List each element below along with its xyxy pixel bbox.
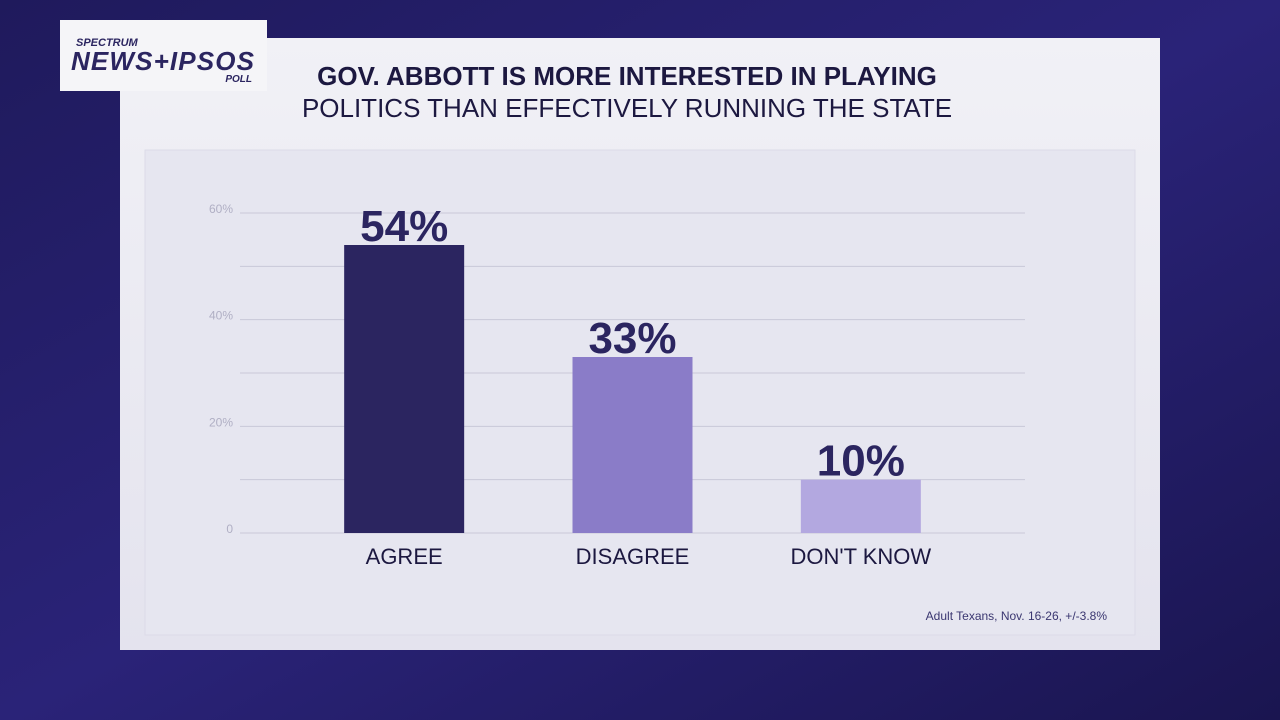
- y-tick-label: 0: [226, 522, 233, 536]
- chart-title: GOV. ABBOTT IS MORE INTERESTED IN PLAYIN…: [317, 61, 937, 91]
- chart-subtitle: POLITICS THAN EFFECTIVELY RUNNING THE ST…: [302, 93, 952, 123]
- source-note: Adult Texans, Nov. 16-26, +/-3.8%: [926, 609, 1108, 623]
- value-label: 33%: [588, 314, 676, 363]
- value-label: 10%: [817, 437, 905, 486]
- bar: [800, 479, 921, 533]
- bar: [572, 357, 693, 533]
- y-tick-label: 60%: [209, 202, 233, 216]
- x-tick-label: DON'T KNOW: [790, 544, 931, 569]
- x-tick-label: DISAGREE: [576, 544, 690, 569]
- logo-top: SPECTRUM: [76, 37, 139, 49]
- logo-sub: POLL: [225, 74, 252, 85]
- bar: [344, 245, 465, 533]
- logo-main: NEWS+IPSOS: [71, 46, 255, 76]
- y-tick-label: 40%: [209, 309, 233, 323]
- y-tick-label: 20%: [209, 415, 233, 429]
- value-label: 54%: [360, 202, 448, 251]
- x-tick-label: AGREE: [366, 544, 443, 569]
- logo-box: [60, 20, 267, 91]
